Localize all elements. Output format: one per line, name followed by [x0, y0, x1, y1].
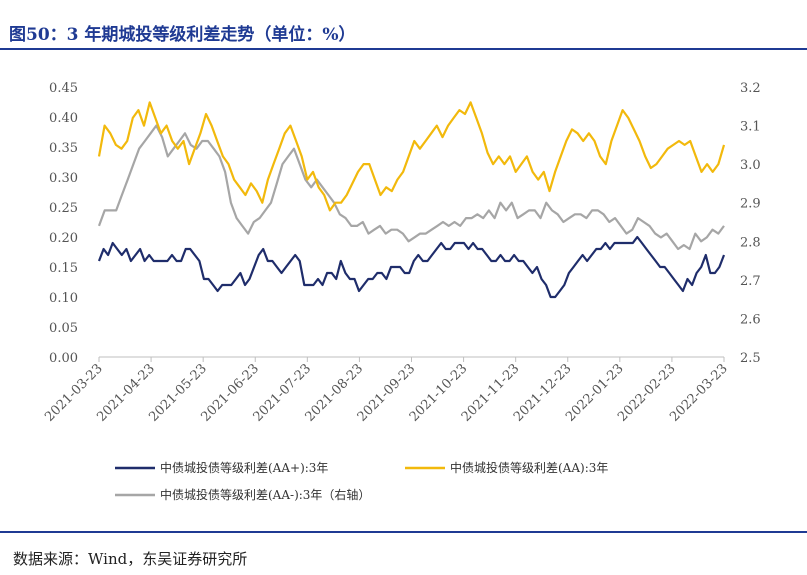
y-right-tick-label: 2.7 [740, 274, 761, 289]
top-divider [0, 48, 807, 50]
chart-title: 图50：3 年期城投等级利差走势（单位：%） [9, 25, 356, 45]
y-left-tick-label: 0.45 [49, 81, 78, 96]
y-right-tick-label: 2.8 [740, 235, 761, 250]
legend-label: 中债城投债等级利差(AA-):3年（右轴） [160, 487, 370, 502]
y-left-tick-label: 0.20 [49, 231, 78, 246]
y-left-tick-label: 0.25 [49, 201, 78, 216]
y-left-tick-label: 0.05 [49, 321, 78, 336]
legend-label: 中债城投债等级利差(AA):3年 [450, 460, 608, 475]
series-line-1 [97, 101, 726, 212]
y-left-tick-label: 0.10 [49, 291, 78, 306]
series-line-0 [97, 235, 726, 299]
y-left-tick-label: 0.30 [49, 171, 78, 186]
y-left-tick-label: 0.00 [49, 351, 78, 366]
y-right-tick-label: 2.6 [740, 312, 761, 327]
data-source: 数据来源：Wind，东吴证券研究所 [13, 550, 248, 568]
legend-label: 中债城投债等级利差(AA+):3年 [160, 460, 328, 475]
y-right-tick-label: 3.1 [740, 120, 761, 135]
y-left-tick-label: 0.35 [49, 141, 78, 156]
y-left-tick-label: 0.40 [49, 111, 78, 126]
y-left-tick-label: 0.15 [49, 261, 78, 276]
bottom-divider [0, 531, 807, 533]
y-right-tick-label: 2.5 [740, 351, 761, 366]
series-line-2 [97, 124, 725, 251]
y-right-tick-label: 3.2 [740, 81, 761, 96]
y-right-tick-label: 2.9 [740, 197, 761, 212]
y-right-tick-label: 3.0 [740, 158, 761, 173]
